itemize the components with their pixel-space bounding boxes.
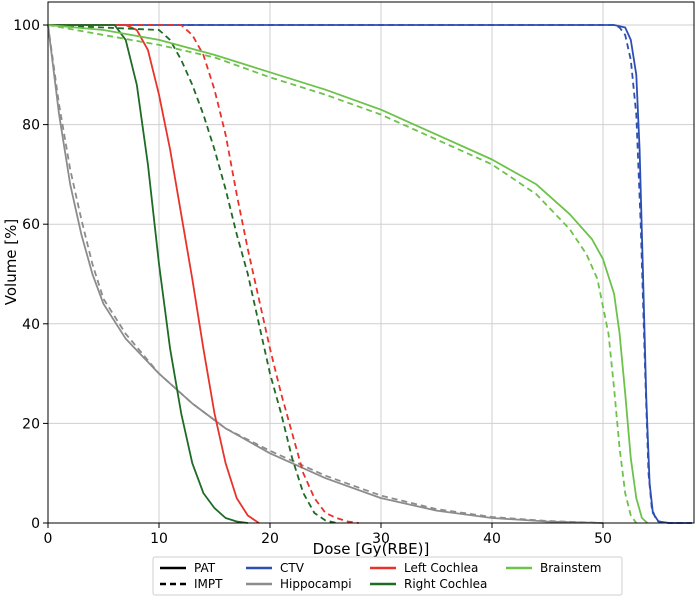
series-brainstem-impt	[47, 24, 638, 524]
legend-right-cochlea-label: Right Cochlea	[404, 577, 487, 591]
x-axis-label: Dose [Gy(RBE)]	[313, 540, 430, 558]
axis-ticks: 0 10 20 30 40 50 0 20 40 60 80 100	[13, 18, 612, 547]
series-lines	[47, 24, 692, 524]
legend-brainstem-label: Brainstem	[540, 561, 602, 575]
legend-impt-label: IMPT	[194, 577, 223, 591]
legend: PAT IMPT CTV Hippocampi Left Cochlea Right Co…	[152, 556, 623, 596]
x-tick-label: 20	[261, 531, 279, 547]
series-brainstem-pat	[47, 24, 649, 524]
y-tick-label: 60	[22, 217, 40, 233]
y-axis-label: Volume [%]	[2, 219, 20, 306]
y-tick-label: 0	[31, 516, 40, 532]
y-tick-label: 80	[22, 118, 40, 134]
series-hippocampi-pat	[47, 24, 604, 524]
plot-frame	[47, 1, 695, 524]
grid	[47, 2, 694, 524]
series-right-cochlea-pat	[48, 24, 248, 524]
legend-ctv-label: CTV	[280, 561, 305, 575]
series-ctv-impt	[48, 24, 692, 524]
y-tick-label: 100	[13, 18, 40, 34]
x-tick-label: 40	[483, 531, 501, 547]
y-tick-label: 40	[22, 317, 40, 333]
legend-hippocampi-label: Hippocampi	[280, 577, 352, 591]
x-tick-label: 10	[150, 531, 168, 547]
legend-left-cochlea-label: Left Cochlea	[404, 561, 478, 575]
x-tick-label: 50	[594, 531, 612, 547]
legend-frame	[152, 556, 623, 596]
x-tick-label: 0	[44, 531, 53, 547]
x-tick-label: 30	[372, 531, 390, 547]
series-right-cochlea-impt	[47, 24, 337, 524]
series-hippocampi-impt	[47, 24, 604, 524]
series-left-cochlea-pat	[48, 24, 260, 524]
y-tick-label: 20	[22, 416, 40, 432]
series-left-cochlea-impt	[48, 24, 359, 524]
legend-pat-label: PAT	[194, 561, 216, 575]
